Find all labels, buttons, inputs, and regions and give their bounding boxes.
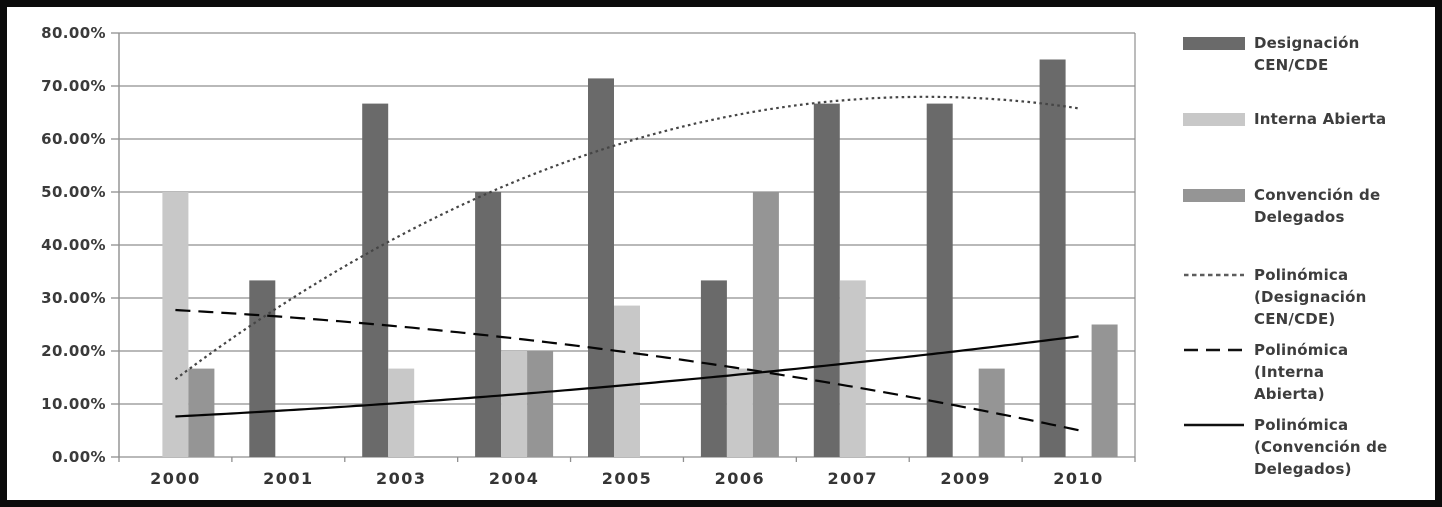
x-axis-label-2004: 2004 [489, 469, 540, 488]
bar-series0-2009 [926, 103, 953, 457]
legend-swatch-solid-line-polinomica-convencion-de-delegados [1184, 423, 1244, 427]
y-axis-label: 80.00% [41, 24, 106, 42]
bar-series0-2006 [700, 280, 727, 457]
legend-label-line: (Designación [1254, 288, 1367, 306]
bar-series0-2003 [362, 103, 389, 457]
y-axis-label: 30.00% [41, 289, 106, 307]
legend-swatch-dotted-line-polinomica-designacion-cen-cde [1184, 273, 1244, 277]
y-axis-label: 70.00% [41, 77, 106, 95]
bar-series1-2003 [388, 368, 415, 457]
bar-series0-2004 [475, 192, 502, 457]
bar-series1-2004 [501, 351, 528, 457]
y-axis-label: 0.00% [52, 448, 106, 466]
legend-label-line: Delegados) [1254, 460, 1352, 478]
legend-label-line: Abierta) [1254, 385, 1325, 403]
trendline-designacion [174, 95, 1079, 381]
legend-label-line: CEN/CDE) [1254, 310, 1336, 328]
bar-series1-2007 [839, 280, 866, 457]
legend-swatch-dashed-line-polinomica-interna-abierta [1184, 348, 1244, 352]
legend-label-line: Interna Abierta [1254, 110, 1387, 128]
legend-swatch-bar-convencion-de-delegados [1183, 189, 1245, 202]
x-axis-label-2010: 2010 [1053, 469, 1104, 488]
legend-label-line: Polinómica [1254, 266, 1349, 284]
legend-label-interna-abierta: Interna Abierta [1254, 108, 1386, 130]
legend-label-line: Polinómica [1254, 341, 1349, 359]
x-axis-label-2001: 2001 [263, 469, 314, 488]
bar-series2-2010 [1091, 324, 1118, 457]
legend-label-polinomica-convencion-de-delegados: Polinómica (Convención de Delegados) [1254, 414, 1387, 480]
x-axis-label-2000: 2000 [150, 469, 201, 488]
bar-series2-2006 [752, 192, 779, 457]
bar-series2-2009 [978, 368, 1005, 457]
y-axis-label: 10.00% [41, 395, 106, 413]
bar-series2-2004 [527, 351, 554, 457]
y-axis-label: 40.00% [41, 236, 106, 254]
bar-series0-2001 [249, 280, 276, 457]
bar-series2-2000 [188, 368, 215, 457]
bar-series1-2006 [726, 368, 753, 457]
bar-series0-2005 [588, 78, 614, 458]
bar-series1-2000 [162, 192, 189, 457]
x-axis-label-2003: 2003 [376, 469, 427, 488]
bar-series0-2007 [813, 103, 840, 457]
y-axis-label: 60.00% [41, 130, 106, 148]
legend-label-line: Convención de [1254, 186, 1381, 204]
legend-swatch-bar-interna-abierta [1183, 113, 1245, 126]
legend-label-polinomica-interna-abierta: Polinómica (Interna Abierta) [1254, 339, 1348, 405]
legend-item-interna-abierta: Interna Abierta [1183, 108, 1435, 130]
x-axis-label-2009: 2009 [940, 469, 991, 488]
legend-label-line: CEN/CDE [1254, 56, 1329, 74]
legend-item-polinomica-convencion-de-delegados: Polinómica (Convención de Delegados) [1183, 414, 1435, 480]
trendline-convencion [175, 335, 1079, 418]
y-axis-label: 20.00% [41, 342, 106, 360]
bar-series1-2005 [614, 305, 640, 457]
y-axis-label: 50.00% [41, 183, 106, 201]
x-axis-label-2005: 2005 [602, 469, 653, 488]
legend-swatch-bar-designacion-cen-cde [1183, 37, 1245, 50]
legend-item-polinomica-interna-abierta: Polinómica (Interna Abierta) [1183, 339, 1435, 405]
trendline-interna [175, 308, 1079, 432]
bar-series0-2010 [1039, 59, 1066, 457]
legend-label-polinomica-designacion-cen-cde: Polinómica (Designación CEN/CDE) [1254, 264, 1367, 330]
legend-item-designacion-cen-cde: Designación CEN/CDE [1183, 32, 1435, 76]
x-axis-label-2007: 2007 [828, 469, 879, 488]
x-axis-label-2006: 2006 [715, 469, 766, 488]
legend-label-designacion-cen-cde: Designación CEN/CDE [1254, 32, 1359, 76]
legend-label-line: (Interna [1254, 363, 1325, 381]
legend-item-convencion-de-delegados: Convención de Delegados [1183, 184, 1435, 228]
legend-label-line: Delegados [1254, 208, 1345, 226]
legend-label-line: Designación [1254, 34, 1360, 52]
legend-label-line: (Convención de [1254, 438, 1388, 456]
legend-label-line: Polinómica [1254, 416, 1349, 434]
legend-label-convencion-de-delegados: Convención de Delegados [1254, 184, 1380, 228]
legend-item-polinomica-designacion-cen-cde: Polinómica (Designación CEN/CDE) [1183, 264, 1435, 330]
